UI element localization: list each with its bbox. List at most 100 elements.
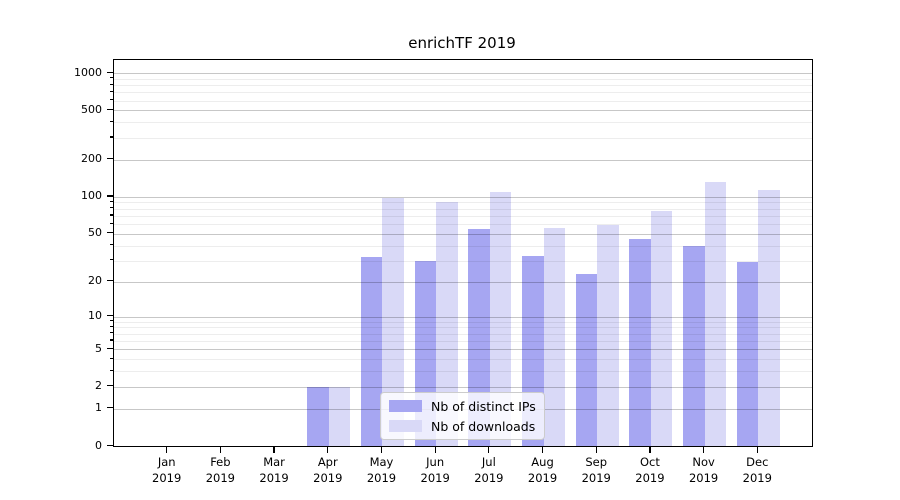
y-gridline [114,110,812,112]
plot-area [113,59,813,447]
bar-distinct-ips-nov [683,245,705,446]
y-gridline [114,233,812,235]
legend-swatch-distinct-ips [389,400,422,412]
y-axis-minor-tick [109,320,113,322]
month-label: Nov [692,455,715,469]
x-tick-label-may: May 2019 [351,454,411,486]
y-axis-minor-tick [109,214,113,216]
x-tick-label-sep: Sep 2019 [566,454,626,486]
x-tick-label-apr: Apr 2019 [298,454,358,486]
y-gridline-minor [114,260,812,262]
year-label: 2019 [152,471,182,485]
y-gridline-minor [114,122,812,124]
y-axis-minor-tick [109,90,113,92]
y-axis-minor-tick [109,83,113,85]
legend-swatch-downloads [389,420,422,432]
month-label: Jul [481,455,496,469]
legend-item-downloads: Nb of downloads [381,418,544,435]
y-axis-tick [107,444,113,446]
y-axis-tick [107,385,113,387]
bar-distinct-ips-apr [307,386,329,446]
x-axis-tick [488,446,490,453]
month-label: Mar [263,455,285,469]
x-tick-label-nov: Nov 2019 [674,454,734,486]
year-label: 2019 [742,471,772,485]
month-label: Aug [531,455,554,469]
x-axis-tick [327,446,329,453]
y-axis-tick [107,195,113,197]
y-gridline-minor [114,100,812,102]
y-gridline [114,73,812,74]
y-tick-label: 5 [95,341,102,355]
bar-downloads-jul [489,191,512,446]
y-gridline-minor [114,78,812,80]
bar-distinct-ips-may [360,257,383,446]
y-gridline-minor [114,245,812,247]
year-label: 2019 [259,471,289,485]
bar-distinct-ips-sep [575,274,598,446]
y-gridline-minor [114,215,812,217]
y-tick-label: 10 [88,309,102,323]
y-tick-label: 50 [88,226,102,240]
bar-downloads-dec [758,189,780,446]
x-axis-tick [703,446,705,453]
year-label: 2019 [366,471,397,485]
y-axis-minor-tick [109,200,113,203]
y-axis-tick [107,407,113,409]
year-label: 2019 [635,471,665,485]
y-axis-minor-tick [109,222,113,224]
y-axis-minor-tick [109,325,113,328]
month-label: May [369,455,394,469]
y-axis-tick [107,232,113,234]
y-axis-minor-tick [109,120,113,123]
y-gridline-minor [114,359,812,361]
y-axis-minor-tick [109,332,113,334]
y-axis-tick [107,158,113,160]
x-axis-tick [434,446,436,453]
y-gridline [114,316,812,318]
x-axis-tick [541,446,544,453]
x-axis-tick [219,446,221,453]
y-tick-label: 1000 [74,65,102,79]
x-tick-label-jan: Jan 2019 [137,454,197,486]
x-axis-tick [380,446,383,453]
legend: Nb of distinct IPs Nb of downloads [380,392,545,440]
y-axis-tick [107,315,113,317]
y-gridline-minor [114,340,812,342]
x-axis-tick [273,446,275,453]
month-label: Apr [317,455,338,469]
y-axis-minor-tick [109,77,113,79]
y-tick-label: 0 [95,438,102,452]
year-label: 2019 [581,471,611,485]
y-axis-minor-tick [109,339,113,341]
x-tick-label-jul: Jul 2019 [459,454,519,486]
bar-downloads-nov [704,181,727,446]
y-gridline [114,349,812,351]
y-gridline [114,281,812,283]
y-gridline [114,386,812,388]
month-label: Jan [157,455,176,469]
month-label: Sep [585,455,608,469]
y-axis-minor-tick [109,369,113,371]
month-label: Oct [639,455,660,469]
y-axis-tick [107,71,113,73]
bar-downloads-aug [543,227,566,446]
legend-label-downloads: Nb of downloads [431,418,536,434]
bar-distinct-ips-oct [629,239,651,446]
y-axis-minor-tick [109,259,113,261]
year-label: 2019 [420,471,450,485]
year-label: 2019 [313,471,343,485]
bar-downloads-apr [328,386,351,446]
y-axis-tick [107,280,113,282]
y-tick-label: 200 [81,152,102,166]
bar-distinct-ips-jul [468,228,490,446]
bar-downloads-sep [597,224,619,446]
y-gridline-minor [114,327,812,329]
y-gridline-minor [114,85,812,87]
x-tick-label-feb: Feb 2019 [190,454,250,486]
x-tick-label-mar: Mar 2019 [244,454,304,486]
y-tick-label: 2 [95,379,102,393]
y-axis-minor-tick [109,99,113,101]
bar-distinct-ips-dec [736,262,759,446]
y-gridline-minor [114,371,812,373]
